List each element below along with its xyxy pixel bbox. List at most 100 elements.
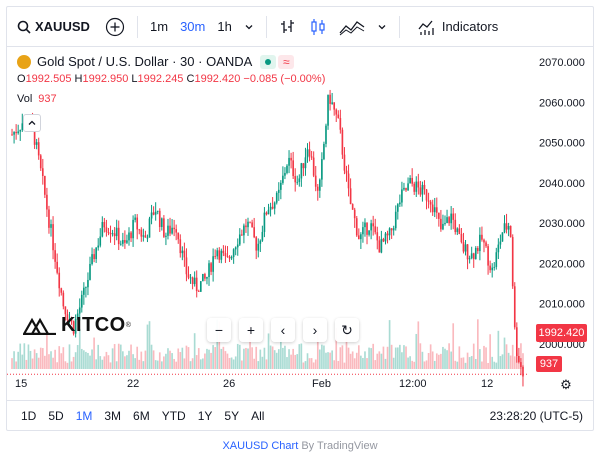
range-1y[interactable]: 1Y	[197, 408, 213, 423]
volume-bar	[152, 350, 155, 369]
reset-chart-button[interactable]: ↻	[335, 318, 359, 342]
volume-bar	[394, 347, 397, 369]
candle-body	[343, 154, 346, 171]
symbol-search[interactable]: XAUUSD	[7, 7, 99, 47]
candle-body	[522, 366, 524, 377]
compare-button[interactable]	[99, 7, 131, 47]
price-tick-label: 2040.000	[539, 178, 585, 190]
interval-1m[interactable]: 1m	[150, 19, 169, 34]
reset-icon: ↻	[341, 321, 353, 338]
volume-bar	[175, 361, 178, 369]
volume-bar	[113, 344, 116, 369]
scroll-left-button[interactable]: ‹	[271, 318, 295, 342]
series-title: Gold Spot / U.S. Dollar · 30 · OANDA	[37, 54, 253, 69]
candles-button[interactable]	[303, 7, 333, 47]
candle-body	[419, 187, 422, 195]
price-chart[interactable]: 2070.000 2060.000 2050.000 2040.000 2030.000…	[7, 7, 593, 399]
range-1d[interactable]: 1D	[21, 408, 37, 423]
volume-bar	[341, 345, 344, 369]
indicators-button[interactable]: Indicators	[412, 7, 504, 47]
volume-bar	[126, 355, 128, 369]
candle-body	[357, 235, 360, 240]
volume-bar	[119, 344, 122, 369]
volume-bar	[251, 347, 253, 369]
series-legend[interactable]: Gold Spot / U.S. Dollar · 30 · OANDA ≈	[17, 54, 295, 69]
candle-body	[319, 179, 321, 191]
candle-body	[370, 223, 372, 231]
candle-body	[495, 252, 498, 267]
candle-body	[13, 131, 15, 135]
volume-bar	[62, 347, 65, 369]
bar-style-button[interactable]	[273, 7, 303, 47]
candle-body	[275, 192, 278, 203]
volume-bar	[35, 353, 38, 369]
candle-body	[429, 201, 432, 205]
zoom-in-button[interactable]: +	[239, 318, 263, 342]
interval-1h[interactable]: 1h	[217, 19, 232, 34]
candle-body	[206, 277, 208, 279]
volume-bar	[491, 356, 494, 369]
range-1m[interactable]: 1M	[75, 408, 93, 423]
volume-bar	[290, 354, 292, 369]
range-5y[interactable]: 5Y	[224, 408, 240, 423]
candle-body	[509, 226, 512, 238]
candle-body	[290, 157, 292, 161]
candle-body	[150, 212, 153, 219]
volume-bar	[265, 359, 268, 369]
area-style-button[interactable]	[333, 7, 371, 47]
candle-body	[401, 189, 403, 203]
interval-30m[interactable]: 30m	[180, 19, 206, 34]
volume-bar	[378, 351, 381, 369]
chart-type-dropdown[interactable]	[371, 7, 393, 47]
range-ytd[interactable]: YTD	[161, 408, 186, 423]
candle-body	[269, 206, 272, 210]
volume-bar	[458, 346, 461, 369]
candle-body	[228, 256, 231, 259]
volume-bar	[259, 349, 262, 369]
candle-body	[119, 243, 122, 245]
candle-body	[156, 210, 159, 212]
volume-bar	[171, 353, 173, 369]
candle-body	[477, 247, 479, 252]
range-all[interactable]: All	[251, 408, 265, 423]
settings-icon[interactable]: ⚙	[560, 377, 572, 392]
scroll-right-button[interactable]: ›	[303, 318, 327, 342]
candle-body	[251, 222, 253, 228]
volume-bar	[64, 361, 67, 369]
candle-body	[316, 186, 319, 191]
ohlc-readout: O1992.505 H1992.950 L1992.245 C1992.420 …	[17, 73, 326, 85]
collapse-legend-button[interactable]	[23, 114, 41, 132]
volume-bar	[483, 345, 485, 369]
volume-bar	[296, 354, 299, 369]
candle-body	[173, 227, 175, 230]
market-status-icon[interactable]	[260, 54, 277, 69]
candle-body	[245, 225, 247, 228]
volume-bar	[370, 348, 372, 369]
attribution-link[interactable]: XAUUSD Chart	[222, 440, 299, 452]
volume-bar	[212, 345, 214, 369]
equal-icon[interactable]: ≈	[278, 54, 295, 69]
candle-body	[249, 221, 251, 223]
price-tick-label: 2070.000	[539, 57, 585, 69]
candle-body	[392, 228, 395, 231]
divider	[265, 15, 267, 38]
candle-body	[431, 204, 434, 213]
price-tick-label: 2010.000	[539, 299, 585, 311]
bars-icon	[280, 19, 294, 33]
range-6m[interactable]: 6M	[133, 408, 150, 423]
interval-dropdown[interactable]	[238, 7, 260, 47]
range-3m[interactable]: 3M	[104, 408, 122, 423]
volume-bar	[60, 353, 63, 369]
zoom-out-button[interactable]: −	[207, 318, 231, 342]
volume-bar	[226, 353, 229, 369]
range-5d[interactable]: 5D	[48, 408, 64, 423]
volume-bar	[421, 351, 424, 369]
volume-bar	[156, 360, 159, 369]
time-tick-label: 26	[223, 378, 235, 390]
candle-body	[337, 114, 340, 119]
clock-timezone[interactable]: 23:28:20 (UTC-5)	[489, 408, 583, 423]
volume-bar	[115, 361, 118, 369]
volume-bar	[21, 354, 24, 369]
time-tick-label: 15	[15, 378, 27, 390]
candle-body	[210, 263, 212, 272]
